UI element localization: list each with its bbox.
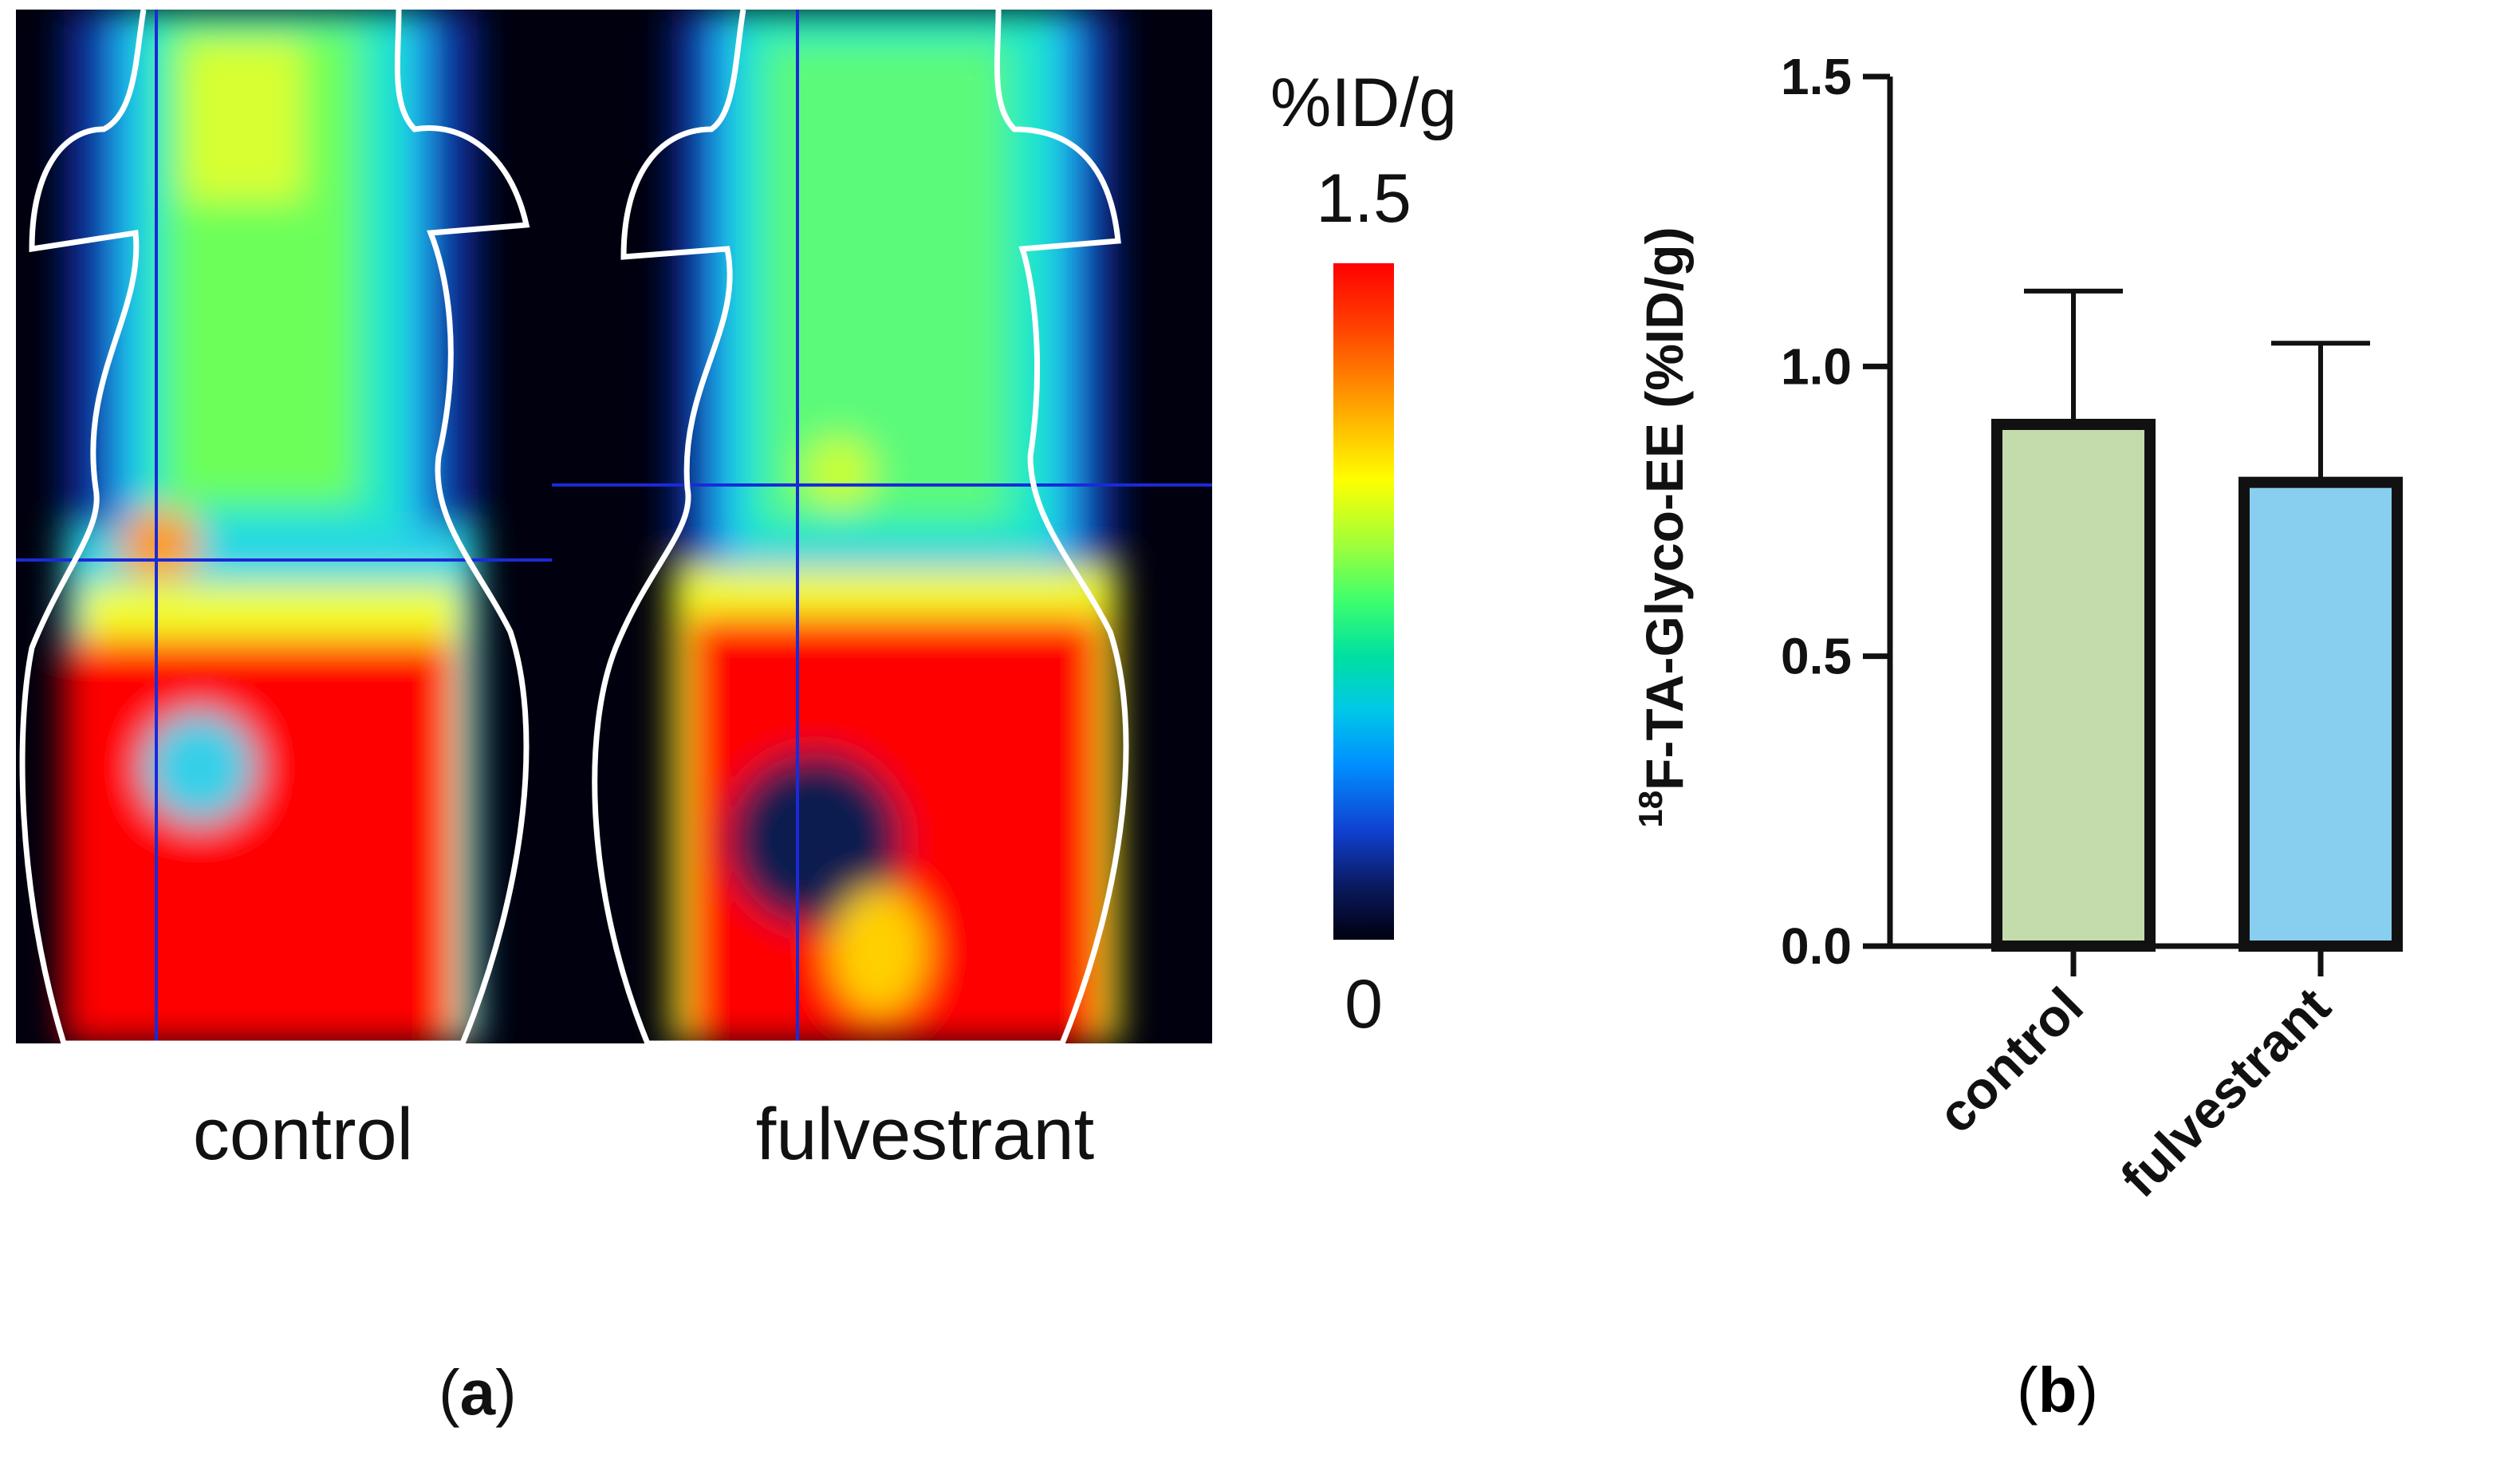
- colorbar-min-label: 0: [1345, 966, 1383, 1043]
- colorbar-unit-label: %ID/g: [1270, 65, 1458, 141]
- panel-a-tag: (a): [439, 1357, 517, 1428]
- y-tick-label: 0.5: [1781, 628, 1852, 685]
- pet-image-control: [16, 10, 552, 1043]
- x-tick-label: control: [1926, 976, 2093, 1144]
- pet-image-panel: control fulvestrant %ID/g 1.5 0 (a): [16, 10, 1458, 1428]
- colorbar: [1333, 263, 1394, 940]
- x-tick-label: fulvestrant: [2109, 976, 2341, 1209]
- y-tick-label: 1.5: [1781, 48, 1852, 105]
- colorbar-max-label: 1.5: [1316, 160, 1412, 237]
- y-tick-label: 1.0: [1781, 337, 1852, 395]
- y-axis-label: 18F-TA-Glyco-EE (%ID/g): [1632, 227, 1694, 827]
- bar-fulvestrant: [2238, 476, 2403, 952]
- panel-b-tag: (b): [2017, 1355, 2098, 1426]
- y-tick-label: 0.0: [1781, 917, 1852, 975]
- pet-image-fulvestrant: [552, 10, 1212, 1043]
- bar-control: [1991, 419, 2156, 952]
- image-label-fulvestrant: fulvestrant: [755, 1094, 1095, 1175]
- bar-chart: 0.0 0.5 1.0 1.5 18F-TA-Glyco-EE (%ID/g) contr…: [1632, 48, 2403, 1426]
- image-label-control: control: [192, 1094, 414, 1175]
